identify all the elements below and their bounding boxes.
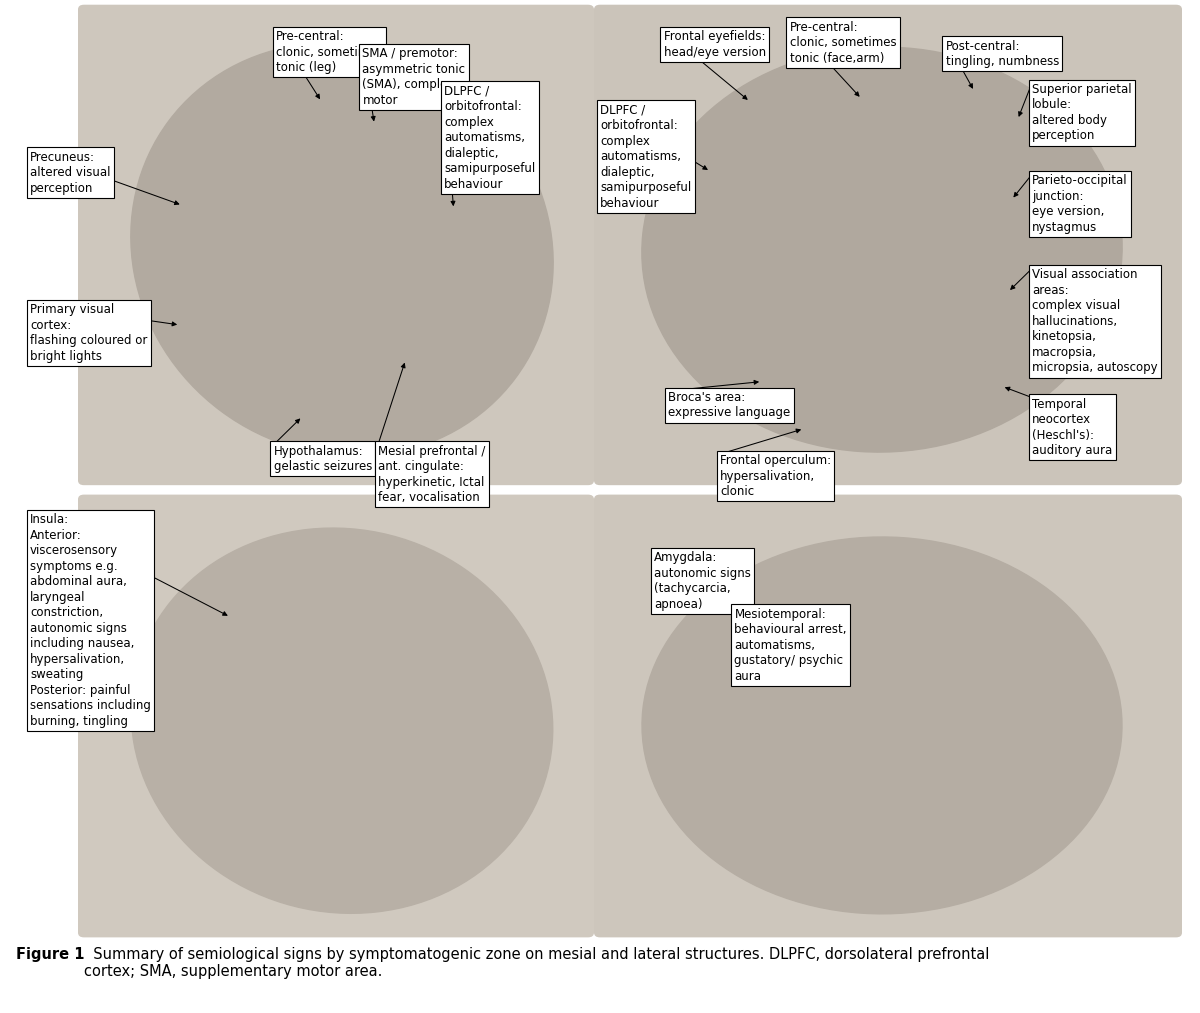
Text: Mesial prefrontal /
ant. cingulate:
hyperkinetic, Ictal
fear, vocalisation: Mesial prefrontal / ant. cingulate: hype…: [378, 445, 485, 504]
Text: Precuneus:
altered visual
perception: Precuneus: altered visual perception: [30, 151, 110, 194]
Text: Primary visual
cortex:
flashing coloured or
bright lights: Primary visual cortex: flashing coloured…: [30, 303, 148, 363]
Text: Superior parietal
lobule:
altered body
perception: Superior parietal lobule: altered body p…: [1032, 83, 1132, 143]
Text: Frontal eyefields:
head/eye version: Frontal eyefields: head/eye version: [664, 30, 766, 59]
Text: Post-central:
tingling, numbness: Post-central: tingling, numbness: [946, 40, 1058, 68]
FancyBboxPatch shape: [594, 5, 1182, 485]
Text: Hypothalamus:
gelastic seizures: Hypothalamus: gelastic seizures: [274, 445, 372, 473]
Text: DLPFC /
orbitofrontal:
complex
automatisms,
dialeptic,
samipurposeful
behaviour: DLPFC / orbitofrontal: complex automatis…: [600, 103, 691, 210]
Text: Mesiotemporal:
behavioural arrest,
automatisms,
gustatory/ psychic
aura: Mesiotemporal: behavioural arrest, autom…: [734, 608, 847, 683]
Text: Figure 1: Figure 1: [16, 946, 84, 961]
Text: SMA / premotor:
asymmetric tonic
(SMA), complex
motor: SMA / premotor: asymmetric tonic (SMA), …: [362, 47, 466, 106]
Text: Pre-central:
clonic, sometimes
tonic (leg): Pre-central: clonic, sometimes tonic (le…: [276, 30, 383, 74]
Text: Parieto-occipital
junction:
eye version,
nystagmus: Parieto-occipital junction: eye version,…: [1032, 174, 1128, 234]
Ellipse shape: [131, 528, 553, 914]
Text: Pre-central:
clonic, sometimes
tonic (face,arm): Pre-central: clonic, sometimes tonic (fa…: [790, 20, 896, 65]
Text: DLPFC /
orbitofrontal:
complex
automatisms,
dialeptic,
samipurposeful
behaviour: DLPFC / orbitofrontal: complex automatis…: [444, 85, 535, 190]
Ellipse shape: [131, 44, 553, 456]
FancyBboxPatch shape: [78, 494, 594, 937]
Text: Insula:
Anterior:
viscerosensory
symptoms e.g.
abdominal aura,
laryngeal
constri: Insula: Anterior: viscerosensory symptom…: [30, 514, 151, 728]
Text: Summary of semiological signs by symptomatogenic zone on mesial and lateral stru: Summary of semiological signs by symptom…: [84, 946, 989, 979]
Text: Temporal
neocortex
(Heschl's):
auditory aura: Temporal neocortex (Heschl's): auditory …: [1032, 397, 1112, 457]
FancyBboxPatch shape: [594, 494, 1182, 937]
Text: Amygdala:
autonomic signs
(tachycarcia,
apnoea): Amygdala: autonomic signs (tachycarcia, …: [654, 551, 751, 611]
FancyBboxPatch shape: [78, 5, 594, 485]
Ellipse shape: [642, 48, 1122, 452]
Text: Frontal operculum:
hypersalivation,
clonic: Frontal operculum: hypersalivation, clon…: [720, 454, 832, 498]
Ellipse shape: [642, 537, 1122, 914]
Text: Broca's area:
expressive language: Broca's area: expressive language: [668, 391, 791, 419]
Text: Visual association
areas:
complex visual
hallucinations,
kinetopsia,
macropsia,
: Visual association areas: complex visual…: [1032, 268, 1158, 375]
